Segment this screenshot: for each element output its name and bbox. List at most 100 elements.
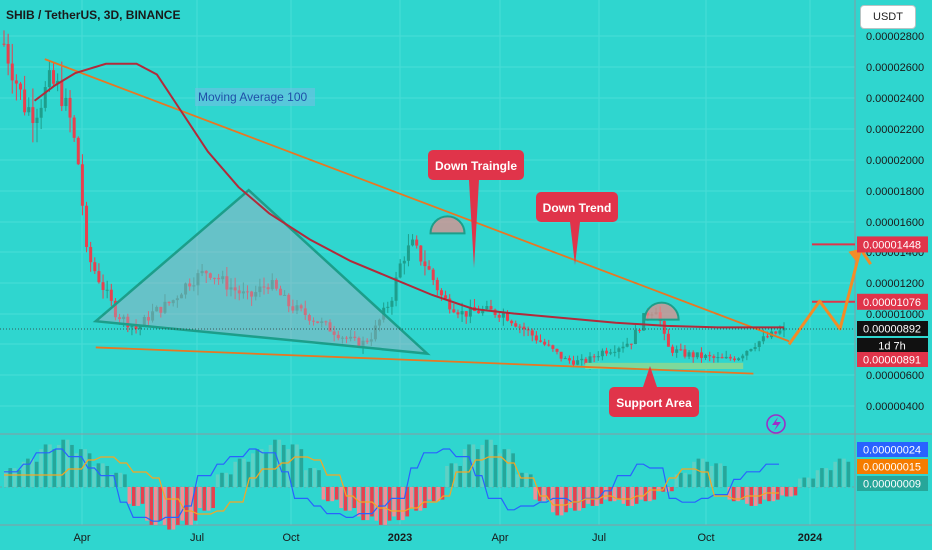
candle-body (312, 320, 316, 322)
candle-body (745, 350, 749, 356)
candle-body (485, 306, 489, 310)
candle-body (35, 117, 39, 124)
macd-histogram-bar (467, 444, 471, 487)
macd-histogram-bar (43, 444, 48, 487)
triangle-shape (92, 188, 431, 356)
candle-body (113, 300, 117, 318)
candle-body (97, 271, 101, 283)
macd-histogram-bar (118, 472, 123, 487)
candle-body (572, 360, 576, 365)
macd-histogram-bar (648, 487, 652, 502)
macd-histogram-bar (824, 468, 829, 487)
candle-body (704, 355, 708, 358)
candle-body (419, 245, 423, 262)
macd-histogram-bar (842, 458, 846, 487)
macd-histogram-bar (26, 458, 30, 487)
macd-histogram-bar (56, 444, 61, 487)
candle-body (580, 358, 584, 361)
macd-histogram-bar (224, 472, 229, 487)
candle-body (530, 330, 534, 336)
macd-histogram-bar (564, 487, 568, 513)
candle-body (617, 348, 621, 352)
callout-text: Support Area (616, 396, 692, 410)
macd-histogram-bar (802, 477, 807, 487)
candle-body (576, 360, 580, 365)
candle-body (85, 205, 89, 247)
candle-body (666, 333, 670, 347)
candle-body (642, 313, 646, 331)
candle-body (307, 315, 311, 321)
macd-histogram-bar (153, 487, 158, 525)
candle-body (373, 325, 377, 340)
candle-body (522, 326, 526, 330)
candle-body (167, 301, 171, 304)
macd-histogram-bar (131, 487, 136, 506)
candle-body (31, 107, 35, 124)
macd-histogram-bar (158, 487, 163, 521)
candle-body (175, 298, 179, 301)
macd-histogram-bar (449, 463, 454, 487)
macd-histogram-bar (696, 458, 701, 487)
candle-body (588, 356, 592, 365)
candle-body (324, 321, 328, 323)
candle-body (332, 331, 336, 335)
candle-body (526, 329, 530, 331)
macd-histogram-bar (308, 468, 313, 487)
currency-button[interactable]: USDT (860, 5, 916, 29)
candle-body (559, 351, 563, 359)
candle-body (357, 337, 361, 348)
y-tick-label: 0.00001800 (866, 186, 924, 198)
macd-histogram-bar (727, 487, 732, 500)
candle-body (394, 277, 398, 301)
macd-histogram-bar (480, 444, 485, 487)
candle-body (72, 117, 76, 138)
macd-histogram-bar (528, 474, 533, 487)
macd-histogram-bar (348, 487, 352, 511)
macd-histogram-bar (365, 487, 370, 521)
candle-body (126, 316, 130, 328)
macd-histogram-bar (312, 468, 317, 487)
candle-body (518, 326, 522, 328)
candle-body (584, 358, 588, 365)
callout-pointer (570, 222, 580, 265)
macd-histogram-bar (140, 487, 145, 504)
callout-text: Down Trend (543, 201, 612, 215)
candle-body (19, 83, 23, 90)
candle-body (283, 294, 287, 296)
macd-histogram-bar (498, 453, 502, 487)
macd-histogram-bar (339, 487, 343, 509)
candle-body (406, 245, 410, 261)
candle-body (728, 356, 732, 359)
level-tag-text: 0.00001448 (863, 239, 921, 251)
candle-body (753, 346, 757, 350)
candle-body (439, 290, 443, 296)
time-axis[interactable]: Apr Jul Oct 2023 Apr Jul Oct 2024 (73, 532, 823, 544)
candle-body (695, 352, 699, 358)
macd-histogram-bar (524, 472, 529, 487)
callout-box (428, 150, 524, 180)
candle-body (200, 270, 204, 274)
macd-histogram-bar (515, 474, 520, 487)
macd-histogram-bar (290, 444, 295, 487)
macd-histogram-bar (30, 458, 35, 487)
candle-body (662, 320, 666, 334)
candle-body (118, 317, 122, 320)
macd-histogram-bar (233, 461, 238, 487)
y-tick-label: 0.00001600 (866, 217, 924, 229)
candle-body (365, 340, 369, 342)
candle-body (497, 314, 501, 318)
candle-body (64, 97, 68, 107)
candle-body (349, 336, 353, 339)
candle-body (208, 273, 212, 278)
candle-body (543, 341, 547, 345)
macd-histogram-bar (220, 472, 224, 487)
macd-histogram-bar (396, 487, 401, 521)
symbol-title[interactable]: SHIB / TetherUS, 3D, BINANCE (6, 8, 181, 22)
macd-histogram-bar (180, 487, 185, 521)
candle-body (221, 276, 225, 280)
macd-histogram-bar (780, 487, 785, 496)
macd-histogram-bar (771, 487, 776, 502)
